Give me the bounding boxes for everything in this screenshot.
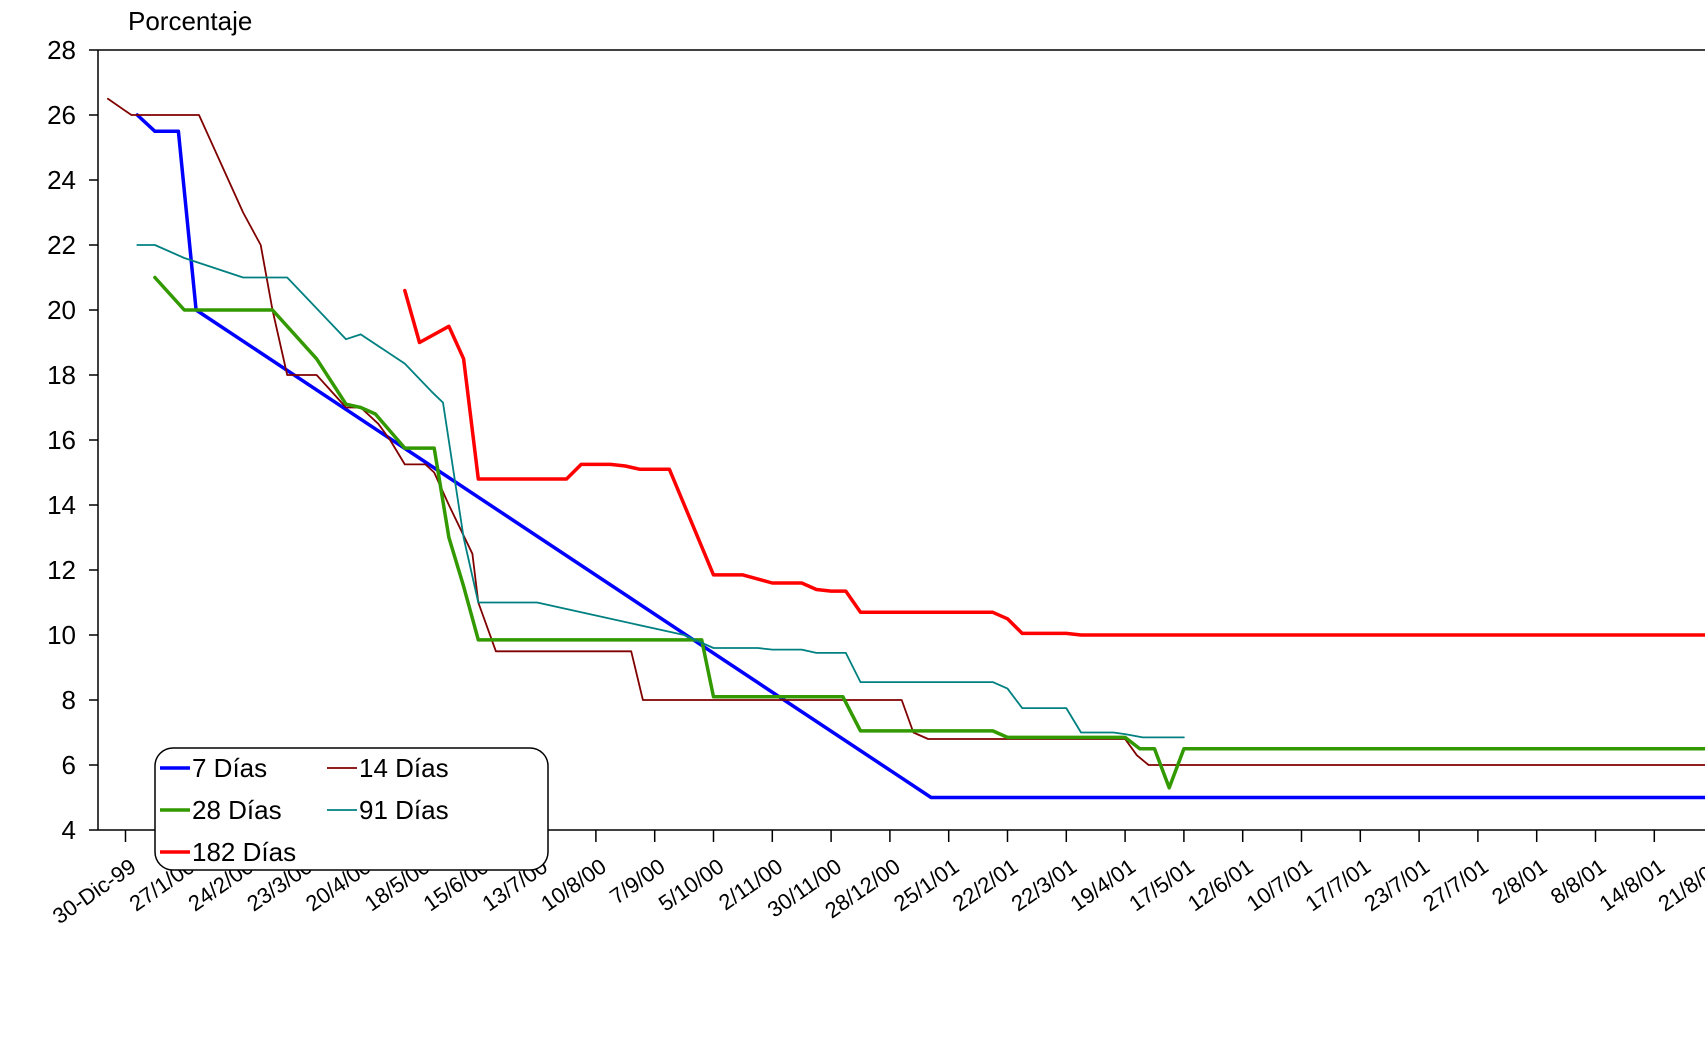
y-tick-label: 16 bbox=[47, 425, 76, 455]
x-tick-label: 17/7/01 bbox=[1301, 854, 1375, 917]
series-line-3 bbox=[136, 244, 1185, 739]
legend-label-0: 7 Días bbox=[192, 753, 267, 783]
x-tick-label: 10/7/01 bbox=[1242, 854, 1316, 917]
y-tick-label: 26 bbox=[47, 100, 76, 130]
series-line-0 bbox=[135, 113, 1705, 800]
legend-box bbox=[154, 747, 549, 871]
x-tick-label: 5/10/00 bbox=[654, 854, 728, 917]
y-tick-label: 4 bbox=[62, 815, 76, 845]
x-tick-label: 30-Dic-99 bbox=[48, 854, 140, 929]
legend-label-4: 182 Días bbox=[192, 837, 296, 867]
series-line-4 bbox=[403, 288, 1705, 637]
x-tick-label: 22/2/01 bbox=[948, 854, 1022, 917]
legend-label-1: 14 Días bbox=[359, 753, 449, 783]
legend-label-3: 91 Días bbox=[359, 795, 449, 825]
x-tick-label: 10/8/00 bbox=[536, 854, 610, 917]
x-tick-label: 27/7/01 bbox=[1418, 854, 1492, 917]
x-tick-label: 22/3/01 bbox=[1007, 854, 1081, 917]
x-tick-label: 25/1/01 bbox=[889, 854, 963, 917]
legend-label-2: 28 Días bbox=[192, 795, 282, 825]
x-tick-label: 14/8/01 bbox=[1595, 854, 1669, 917]
y-tick-label: 22 bbox=[47, 230, 76, 260]
y-tick-label: 14 bbox=[47, 490, 76, 520]
y-tick-label: 10 bbox=[47, 620, 76, 650]
series-line-2 bbox=[153, 275, 1705, 790]
y-tick-label: 24 bbox=[47, 165, 76, 195]
y-tick-label: 18 bbox=[47, 360, 76, 390]
x-tick-label: 17/5/01 bbox=[1124, 854, 1198, 917]
y-tick-label: 12 bbox=[47, 555, 76, 585]
y-tick-label: 6 bbox=[62, 750, 76, 780]
x-tick-label: 19/4/01 bbox=[1065, 854, 1139, 917]
x-tick-label: 2/8/01 bbox=[1487, 854, 1551, 910]
y-tick-label: 20 bbox=[47, 295, 76, 325]
series-lines bbox=[107, 97, 1705, 800]
series-line-1 bbox=[107, 97, 1705, 766]
y-tick-label: 8 bbox=[62, 685, 76, 715]
y-tick-label: 28 bbox=[47, 35, 76, 65]
legend: 7 Días 14 Días 28 Días 91 Días 182 Días bbox=[154, 747, 549, 871]
x-tick-label: 12/6/01 bbox=[1183, 854, 1257, 917]
x-tick-label: 23/7/01 bbox=[1359, 854, 1433, 917]
y-axis-label: Porcentaje bbox=[128, 6, 252, 36]
